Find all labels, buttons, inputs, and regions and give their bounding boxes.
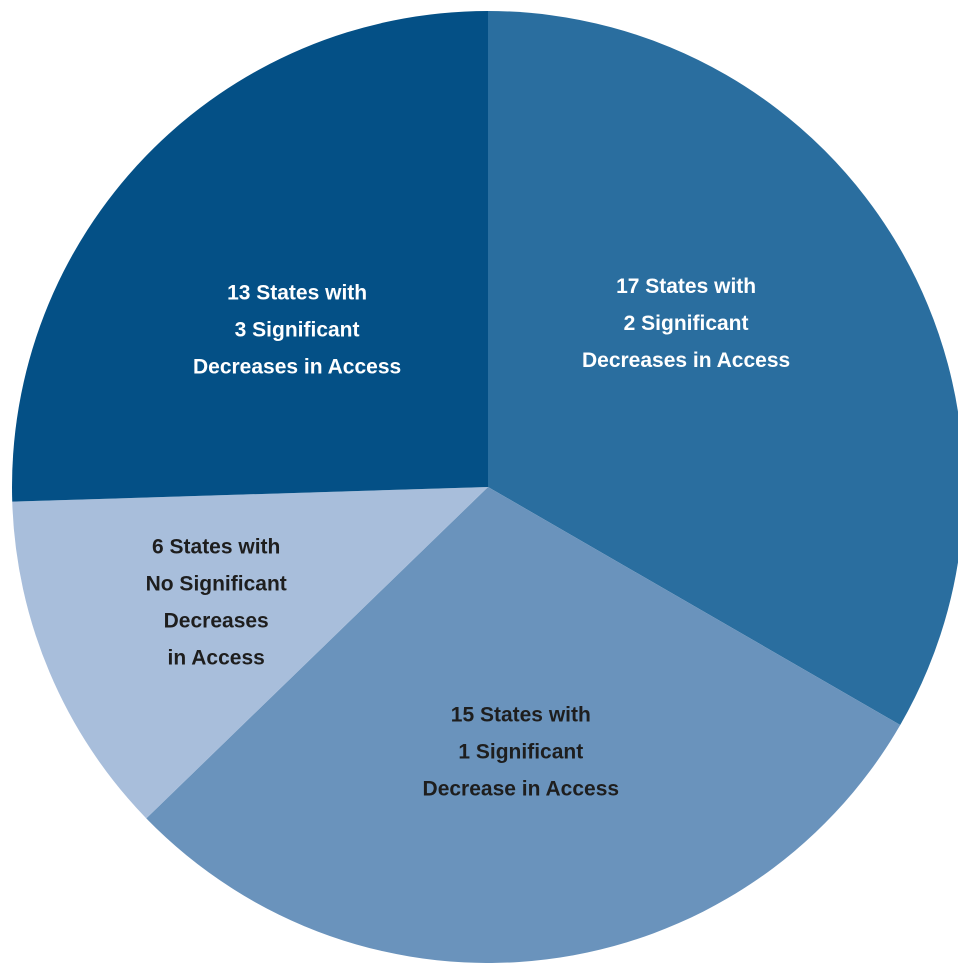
pie-slice-label-line: 13 States with: [227, 282, 367, 305]
pie-slice-15: [146, 487, 901, 963]
pie-slice-label: 6 States with No Significant Decreases in A…: [146, 536, 287, 670]
pie-slice-label-line: No Significant: [146, 573, 287, 596]
pie-slice-label-line: Decrease in Access: [423, 778, 620, 801]
pie-slices: [12, 11, 958, 963]
pie-slice-label-line: 2 Significant: [624, 312, 749, 335]
pie-labels: 17 States with 2 Significant Decreases in …: [146, 275, 791, 800]
pie-slice-17: [488, 11, 958, 725]
pie-slice-13: [12, 11, 489, 502]
pie-slice-label: 15 States with 1 Significant Decrease in A…: [423, 704, 620, 801]
pie-slice-label-line: 15 States with: [451, 704, 591, 727]
pie-slice-label-line: Decreases in Access: [582, 349, 790, 372]
pie-slice-label-line: Decreases in Access: [193, 356, 401, 379]
pie-slice-label-line: 3 Significant: [235, 319, 360, 342]
pie-slice-label-line: Decreases: [164, 610, 269, 633]
pie-slice-6: [12, 487, 488, 819]
pie-slice-label: 13 States with 3 Significant Decreases in …: [193, 282, 401, 379]
pie-slice-label-line: in Access: [168, 647, 265, 670]
pie-slice-label-line: 6 States with: [152, 536, 280, 559]
pie-slice-label-line: 1 Significant: [458, 741, 583, 764]
pie-slice-label: 17 States with 2 Significant Decreases in …: [582, 275, 790, 372]
pie-slice-label-line: 17 States with: [616, 275, 756, 298]
